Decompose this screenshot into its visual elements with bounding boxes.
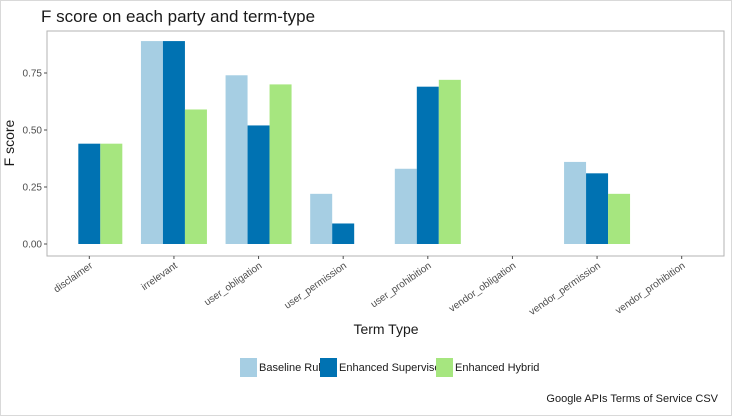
legend: Baseline Rule Enhanced Supervised Enhanced…	[240, 358, 539, 377]
bar-user_prohibition-2	[438, 79, 461, 244]
y-tick-label: 0.75	[23, 69, 43, 80]
x-tick-label: user_prohibition	[369, 260, 434, 310]
bar-irrelevant-2	[184, 109, 207, 244]
x-tick-label: vendor_permission	[527, 260, 603, 317]
x-axis: disclaimer irrelevant user_obligation user_…	[52, 256, 688, 318]
y-tick-label: 0.50	[23, 126, 43, 137]
bar-user_prohibition-0	[394, 168, 417, 244]
legend-swatch	[320, 358, 337, 377]
bar-disclaimer-1	[78, 143, 101, 244]
bar-irrelevant-1	[162, 41, 185, 244]
bar-user_obligation-2	[269, 84, 292, 245]
bar-user_permission-0	[310, 193, 333, 244]
legend-swatch	[240, 358, 257, 377]
legend-label: Enhanced Hybrid	[455, 362, 539, 374]
legend-swatch	[436, 358, 453, 377]
x-tick-label: vendor_prohibition	[614, 260, 688, 316]
x-axis-title: Term Type	[353, 321, 418, 337]
bar-disclaimer-2	[100, 143, 123, 244]
y-axis: 0.00 0.25 0.50 0.75	[23, 69, 47, 251]
bars-layer	[78, 41, 631, 245]
legend-label: Baseline Rule	[259, 362, 327, 374]
x-tick-label: user_permission	[282, 260, 348, 311]
x-tick-label: vendor_obligation	[447, 260, 518, 314]
x-tick-label: irrelevant	[140, 260, 180, 293]
chart-caption: Google APIs Terms of Service CSV	[546, 393, 718, 405]
bar-user_permission-1	[332, 223, 355, 244]
legend-label: Enhanced Supervised	[339, 362, 447, 374]
bar-user_obligation-1	[247, 125, 270, 244]
bar-vendor_permission-1	[586, 173, 609, 244]
y-tick-label: 0.00	[23, 240, 43, 251]
x-tick-label: user_obligation	[202, 260, 264, 308]
bar-user_prohibition-1	[416, 86, 439, 245]
bar-user_obligation-0	[225, 75, 248, 244]
bar-vendor_permission-0	[564, 161, 587, 244]
y-tick-label: 0.25	[23, 183, 43, 194]
y-axis-title: F score	[1, 119, 17, 166]
bar-vendor_permission-2	[608, 193, 631, 244]
x-tick-label: disclaimer	[52, 260, 96, 295]
bar-irrelevant-0	[140, 41, 163, 244]
chart-title: F score on each party and term-type	[41, 7, 315, 26]
